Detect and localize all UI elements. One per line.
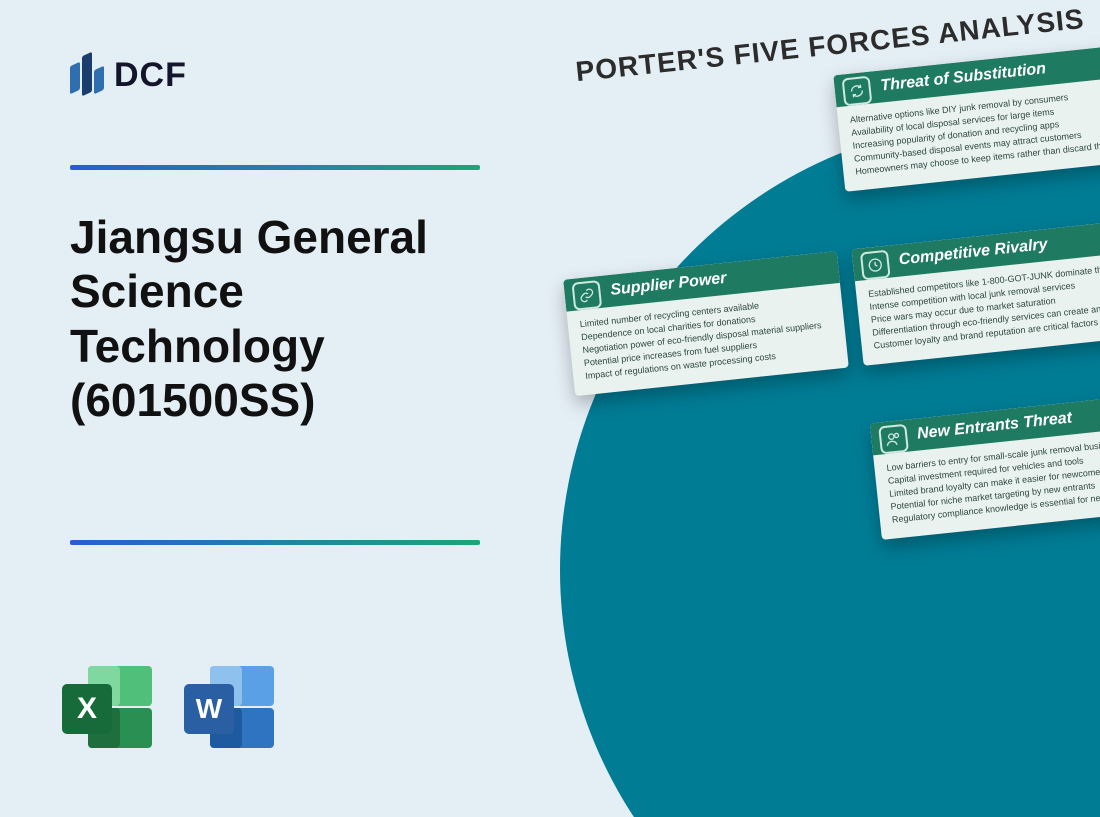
word-icon: W — [182, 660, 278, 756]
five-forces-diagram: PORTER'S FIVE FORCES ANALYSIS Threat of … — [540, 0, 1100, 106]
brand-name: DCF — [114, 56, 187, 95]
infographic-stage: DCF Jiangsu General Science Technology (… — [0, 0, 1100, 817]
divider-bottom — [70, 540, 480, 545]
link-icon — [571, 280, 602, 311]
brand-logo: DCF — [70, 50, 187, 100]
file-icons-row: X W — [60, 660, 278, 756]
word-badge-letter: W — [184, 684, 234, 734]
card-title: Supplier Power — [610, 270, 728, 299]
excel-badge-letter: X — [62, 684, 112, 734]
excel-icon: X — [60, 660, 156, 756]
refresh-icon — [842, 76, 873, 107]
page-title: Jiangsu General Science Technology (6015… — [70, 210, 490, 427]
users-icon — [878, 424, 909, 455]
divider-top — [70, 165, 480, 170]
logo-bars-icon — [70, 50, 104, 100]
clock-icon — [860, 250, 891, 281]
